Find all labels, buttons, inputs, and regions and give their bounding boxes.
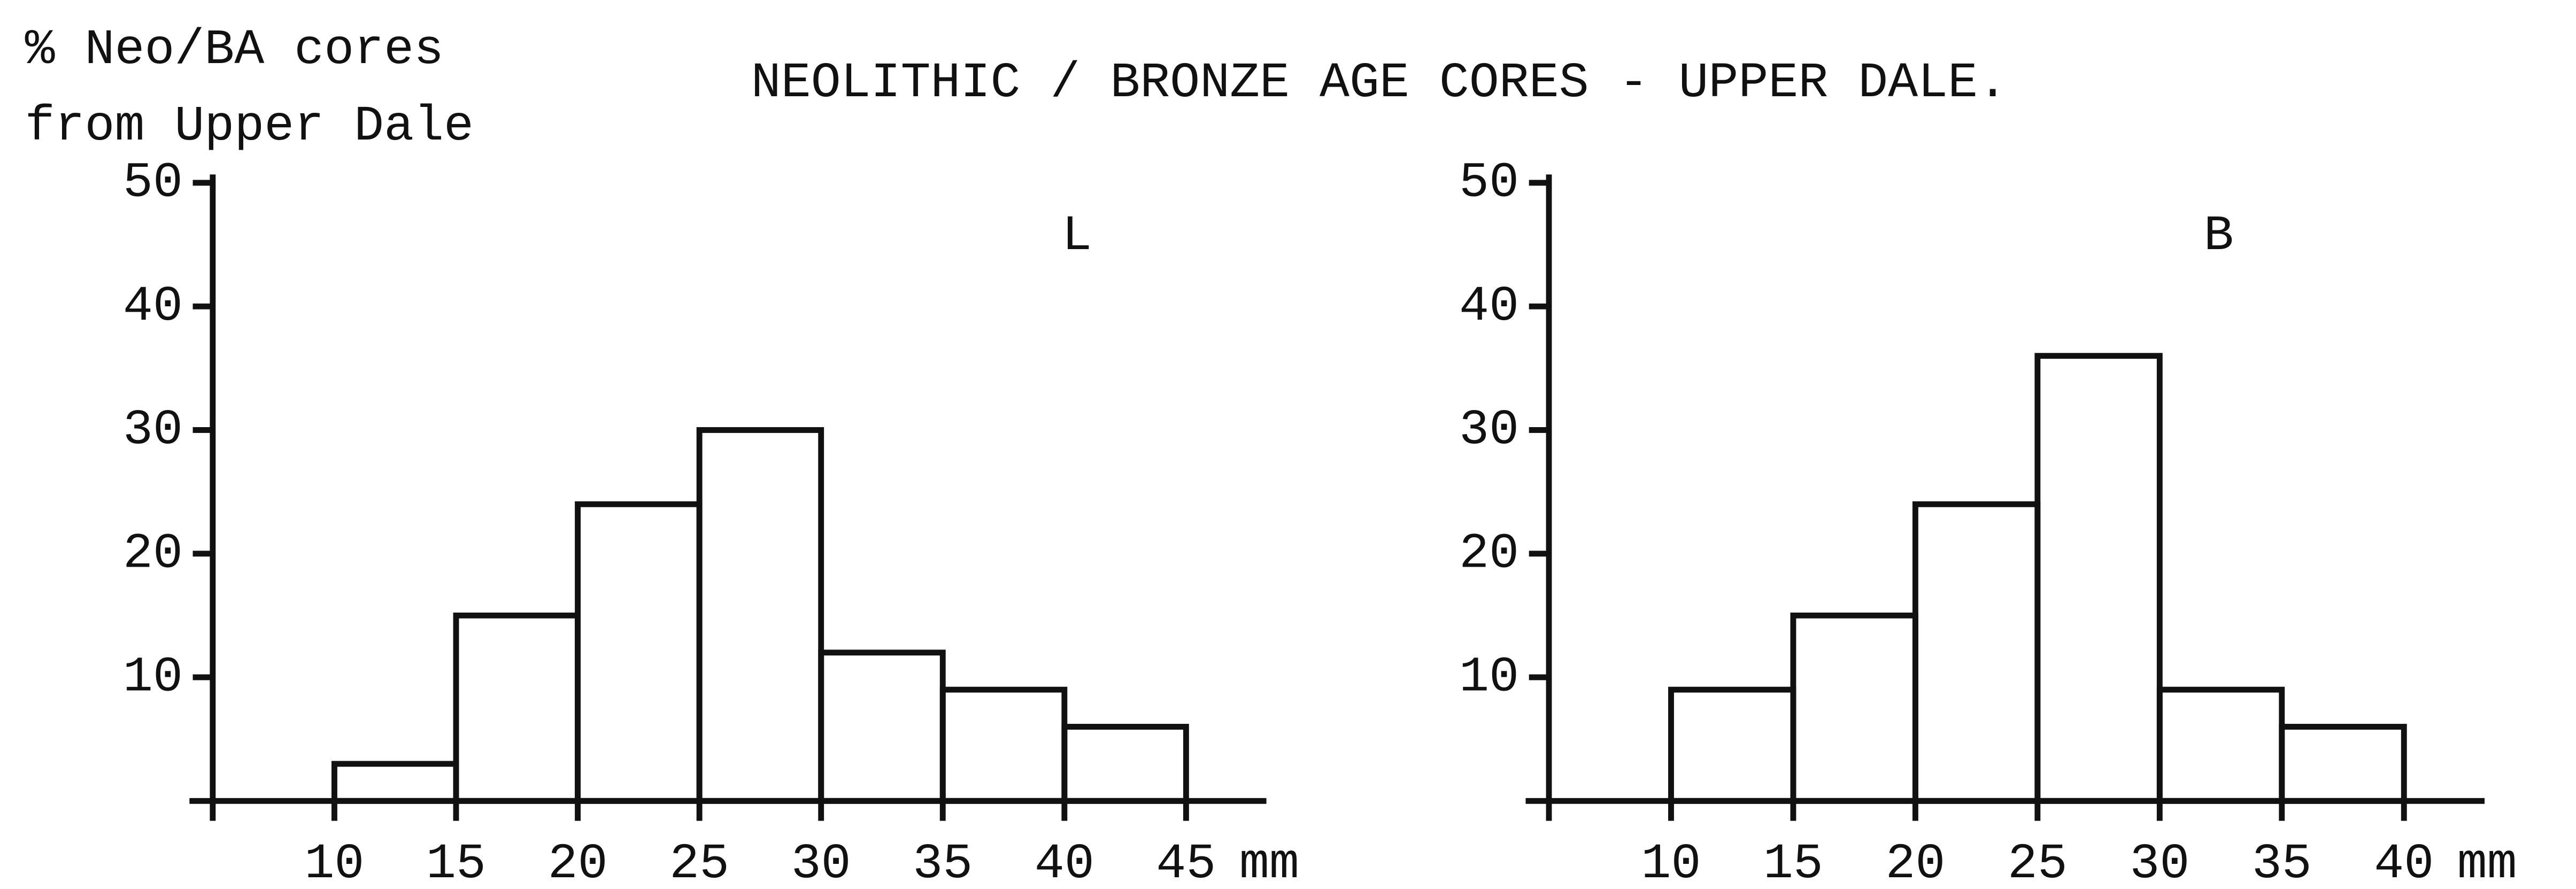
x-tick-label: 25 (2008, 836, 2068, 889)
x-tick-label: 15 (1763, 836, 1823, 889)
bar (818, 650, 946, 804)
x-tick-label: 10 (1641, 836, 1701, 889)
bar (1061, 724, 1189, 804)
x-tick-label: 25 (669, 836, 729, 889)
y-axis-label: % Neo/BA cores (25, 22, 444, 79)
x-tick-label: 10 (304, 836, 364, 889)
chart-title: NEOLITHIC / BRONZE AGE CORES - UPPER DAL… (751, 55, 2008, 112)
y-tick-label: 40 (1459, 279, 1519, 335)
x-axis-label: mm (1239, 836, 1299, 889)
y-tick-label: 30 (123, 402, 183, 459)
y-tick-label: 10 (1459, 650, 1519, 706)
bar (453, 612, 581, 804)
y-tick-label: 50 (1459, 155, 1519, 212)
y-tick-label: 20 (1459, 525, 1519, 582)
y-axis-label: from Upper Dale (25, 98, 474, 155)
bar (2279, 724, 2407, 804)
y-tick-label: 10 (123, 650, 183, 706)
bar (331, 761, 459, 804)
panel-label: L (1062, 208, 1092, 265)
x-tick-label: 20 (1885, 836, 1945, 889)
x-tick-label: 30 (791, 836, 851, 889)
x-tick-label: 40 (2374, 836, 2434, 889)
x-axis-label: mm (2457, 836, 2517, 889)
y-tick-label: 30 (1459, 402, 1519, 459)
bar (575, 501, 703, 804)
x-tick-label: 20 (548, 836, 608, 889)
x-tick-label: 40 (1035, 836, 1094, 889)
x-tick-label: 15 (426, 836, 486, 889)
x-tick-label: 35 (913, 836, 973, 889)
y-tick-label: 50 (123, 155, 183, 212)
y-tick-label: 20 (123, 525, 183, 582)
x-tick-label: 45 (1156, 836, 1216, 889)
bar (1668, 686, 1796, 804)
bar (2034, 353, 2163, 804)
panel-label: B (2204, 208, 2234, 265)
bar (1790, 612, 1918, 804)
bar (696, 427, 824, 804)
bar (2156, 686, 2285, 804)
bar (1912, 501, 2041, 804)
x-tick-label: 35 (2252, 836, 2312, 889)
bar (939, 686, 1068, 804)
y-tick-label: 40 (123, 279, 183, 335)
x-tick-label: 30 (2130, 836, 2189, 889)
